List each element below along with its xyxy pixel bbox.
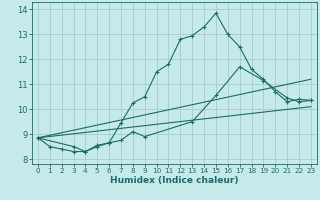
X-axis label: Humidex (Indice chaleur): Humidex (Indice chaleur) [110,176,239,185]
